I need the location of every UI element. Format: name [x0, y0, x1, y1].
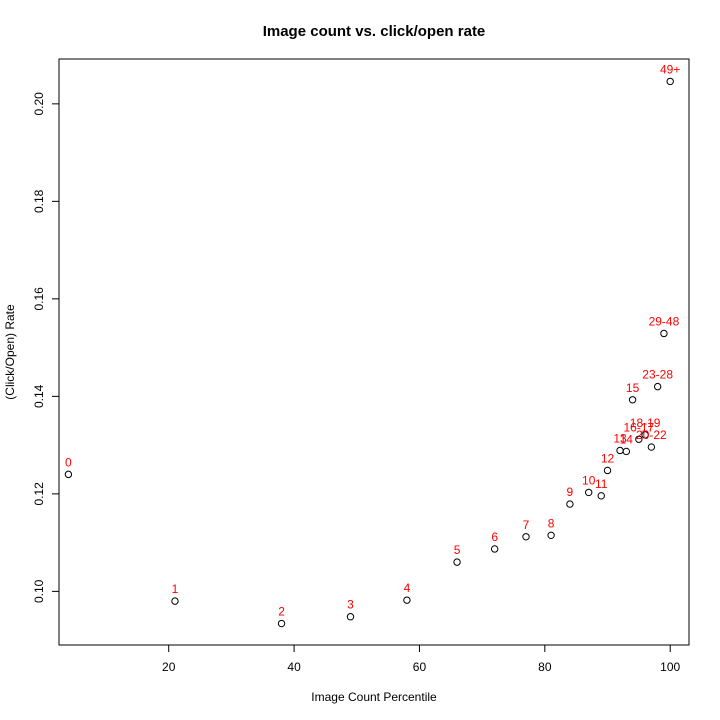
point-label: 2 [278, 605, 285, 619]
point-label: 10 [582, 473, 596, 487]
data-point [346, 613, 355, 621]
data-point [597, 492, 605, 500]
data-point [628, 396, 637, 404]
data-point [660, 329, 668, 338]
point-label: 18-19 [630, 416, 661, 430]
data-point [622, 447, 631, 456]
y-tick-label: 0.12 [32, 482, 46, 506]
point-label: 4 [404, 581, 411, 595]
y-tick-label: 0.10 [32, 579, 46, 603]
data-point [277, 619, 286, 628]
point-label: 9 [567, 485, 574, 499]
data-point [171, 597, 179, 605]
data-point [585, 488, 593, 497]
y-tick-label: 0.14 [32, 384, 46, 408]
data-point [403, 596, 411, 604]
x-axis: 20 40 60 80 100 [162, 645, 681, 674]
point-label: 29-48 [649, 314, 680, 328]
point-label: 0 [65, 455, 72, 469]
point-label: 8 [548, 516, 555, 530]
point-label: 23-28 [642, 368, 673, 382]
y-axis-label: (Click/Open) Rate [3, 304, 17, 400]
point-label: 1 [172, 582, 179, 596]
data-point [453, 558, 461, 566]
data-point [547, 531, 555, 540]
y-tick-label: 0.16 [32, 287, 46, 311]
point-label: 13 [613, 431, 627, 445]
x-tick-label: 60 [413, 660, 427, 674]
y-tick-label: 0.20 [32, 92, 46, 116]
point-label: 16-17 [623, 420, 654, 434]
y-tick-label: 0.18 [32, 189, 46, 213]
point-label: 49+ [660, 62, 680, 76]
x-tick-label: 40 [287, 660, 301, 674]
x-axis-label: Image Count Percentile [311, 690, 437, 704]
data-point [666, 77, 674, 86]
x-tick-label: 100 [660, 660, 680, 674]
point-label: 5 [454, 543, 461, 557]
data-point [566, 500, 574, 508]
x-tick-label: 80 [538, 660, 552, 674]
point-label: 11 [595, 477, 608, 491]
data-point [603, 466, 612, 475]
point-label: 20-22 [636, 428, 667, 442]
point-label: 7 [523, 518, 530, 532]
point-label: 12 [601, 451, 615, 465]
plot-frame [58, 58, 690, 646]
data-point [635, 435, 643, 443]
data-point [616, 446, 624, 455]
point-label: 15 [626, 381, 640, 395]
data-point [653, 382, 662, 391]
x-tick-label: 20 [162, 660, 176, 674]
data-point [647, 443, 656, 451]
data-point [641, 431, 649, 439]
data-point [64, 470, 73, 479]
chart-title: Image count vs. click/open rate [263, 23, 486, 40]
point-label: 6 [491, 530, 498, 544]
data-point [490, 545, 499, 553]
point-label: 3 [347, 598, 354, 612]
point-label: 14 [620, 432, 634, 446]
y-axis: 0.10 0.12 0.14 0.16 0.18 0.20 [32, 92, 59, 603]
data-point [522, 533, 530, 541]
